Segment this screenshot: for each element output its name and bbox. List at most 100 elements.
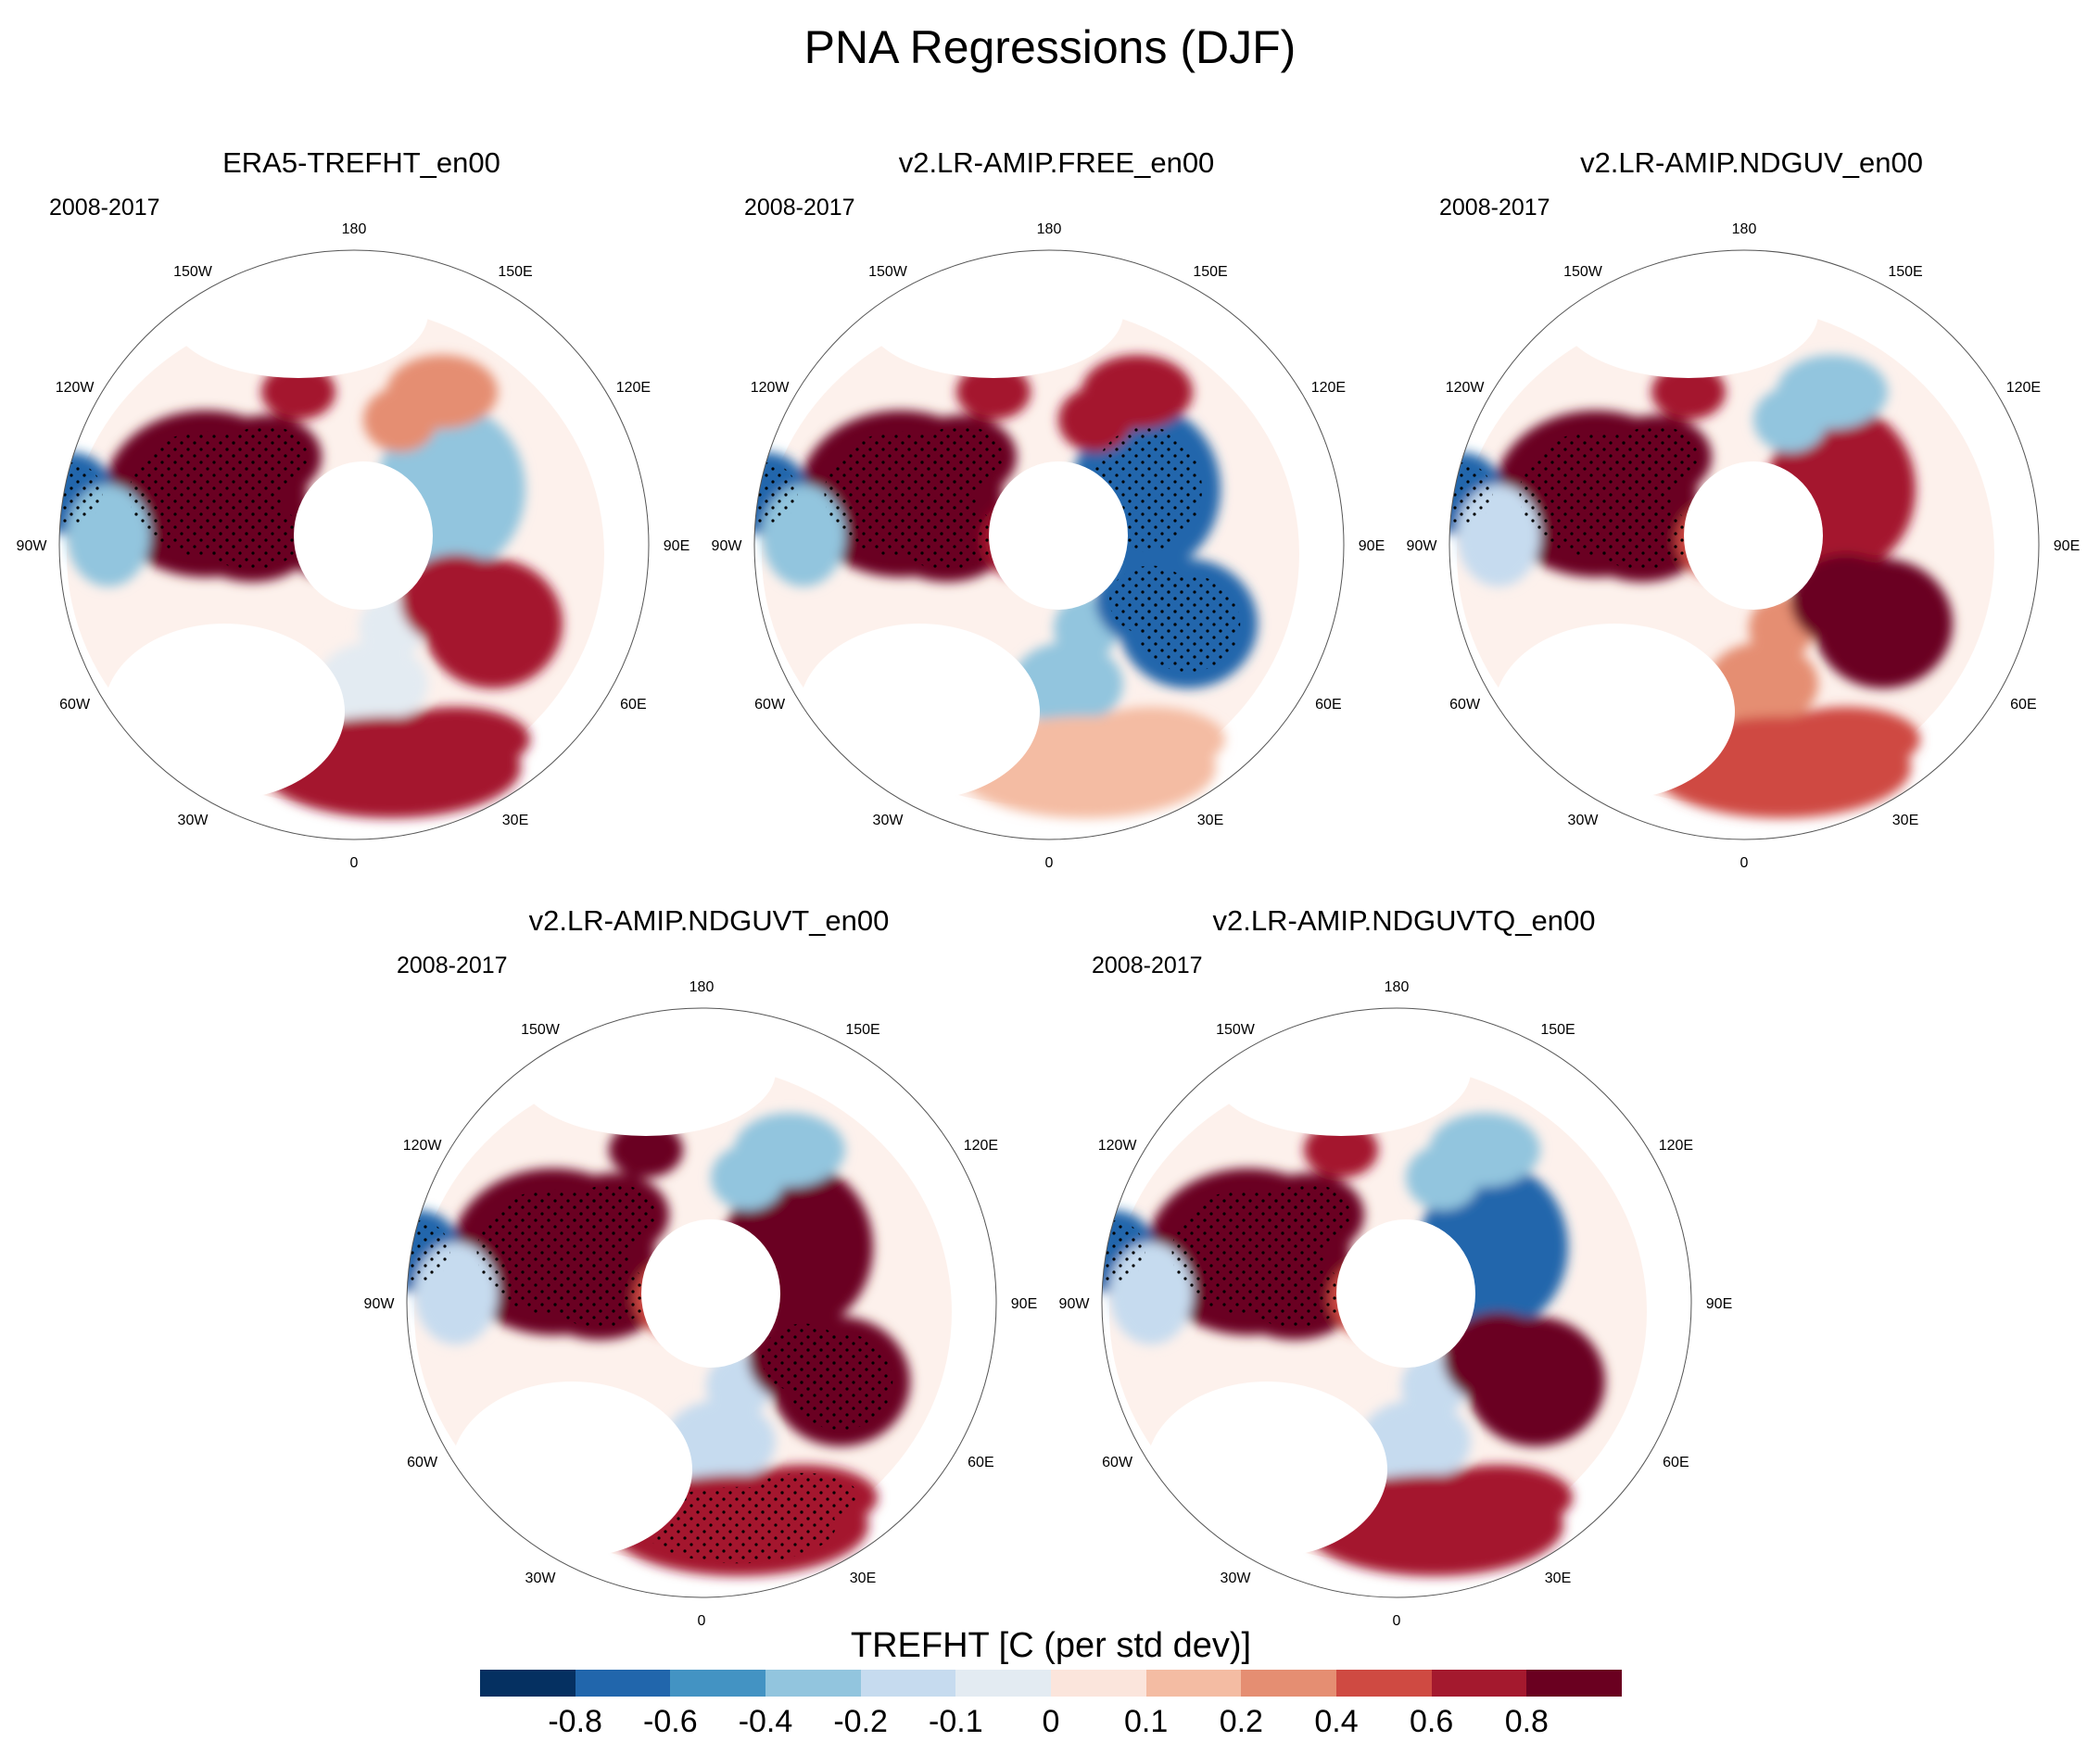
longitude-label: 180 — [1037, 221, 1062, 237]
anomaly-region — [1772, 707, 1920, 772]
longitude-label: 180 — [1385, 979, 1410, 995]
map-panel: v2.LR-AMIP.FREE_en00 2008-2017 180 150E 12… — [704, 146, 1409, 925]
longitude-label: 60E — [968, 1455, 993, 1470]
colorbar-box — [1526, 1670, 1623, 1697]
longitude-label: 120E — [1311, 380, 1346, 396]
anomaly-region — [609, 1122, 683, 1178]
arctic-ocean — [641, 1219, 780, 1368]
anomaly-region — [1790, 554, 1902, 647]
longitude-label: 150W — [521, 1022, 561, 1038]
pacific-ocean — [169, 250, 428, 378]
anomaly-region — [1424, 1465, 1573, 1530]
longitude-label: 0 — [698, 1613, 706, 1629]
longitude-label: 120W — [1446, 380, 1486, 396]
significance-stipple — [224, 425, 308, 488]
anomaly-region — [956, 364, 1031, 420]
longitude-label: 180 — [689, 979, 715, 995]
anomaly-region — [711, 1145, 785, 1210]
longitude-label: 60E — [1315, 697, 1341, 713]
polar-map: 180 150E 120E 90E 60E 30E 0 30W 60W 90W 120W 150W — [1407, 221, 2081, 871]
colorbar-tick-label: -0.6 — [643, 1704, 698, 1739]
longitude-label: 120W — [1098, 1138, 1138, 1154]
significance-stipple — [754, 462, 798, 525]
significance-stipple — [1449, 462, 1493, 525]
colorbar-tick-label: 0.6 — [1410, 1704, 1454, 1739]
longitude-label: 150E — [1888, 264, 1922, 280]
longitude-label: 90E — [664, 538, 689, 554]
significance-stipple — [1267, 1183, 1350, 1246]
colorbar-box — [765, 1670, 861, 1697]
map-panel: v2.LR-AMIP.NDGUVT_en00 2008-2017 180 150E… — [357, 904, 1061, 1683]
longitude-label: 60W — [407, 1455, 438, 1470]
colorbar-box — [575, 1670, 671, 1697]
longitude-label: 30W — [525, 1571, 557, 1586]
figure-title: PNA Regressions (DJF) — [803, 21, 1297, 73]
significance-stipple — [898, 500, 996, 571]
anomaly-region — [1651, 364, 1726, 420]
longitude-label: 90W — [712, 538, 743, 554]
pacific-ocean — [1211, 1008, 1471, 1136]
map-panel: ERA5-TREFHT_en00 2008-2017 180 150E 120E 90… — [9, 146, 714, 925]
longitude-label: 150E — [498, 264, 532, 280]
longitude-label: 60W — [754, 697, 786, 713]
anomaly-region — [1707, 642, 1818, 726]
longitude-label: 90E — [2054, 538, 2080, 554]
colorbar-tick-label: 0.8 — [1504, 1704, 1549, 1739]
anomaly-region — [1058, 387, 1132, 452]
longitude-label: 180 — [1732, 221, 1757, 237]
longitude-label: 120W — [403, 1138, 443, 1154]
period-label: 2008-2017 — [49, 195, 160, 221]
anomaly-region — [1360, 1400, 1471, 1483]
colorbar-boxes — [480, 1670, 1623, 1697]
anomaly-region — [261, 364, 335, 420]
polar-map: 180 150E 120E 90E 60E 30E 0 30W 60W 90W 120W 150W — [1059, 979, 1733, 1629]
significance-stipple — [203, 500, 301, 571]
colorbar: TREFHT [C (per std dev)] -0.8 -0.6 -0.4 -0.… — [480, 1626, 1623, 1754]
colorbar-title: TREFHT [C (per std dev)] — [850, 1626, 1252, 1665]
longitude-label: 0 — [1045, 855, 1054, 871]
atlantic-ocean — [104, 624, 345, 800]
longitude-label: 60E — [2010, 697, 2036, 713]
panel-title: ERA5-TREFHT_en00 — [222, 146, 500, 179]
longitude-label: 30E — [1197, 813, 1223, 828]
significance-stipple — [572, 1183, 655, 1246]
longitude-label: 180 — [342, 221, 367, 237]
colorbar-box — [955, 1670, 1052, 1697]
longitude-label: 120E — [1659, 1138, 1693, 1154]
anomaly-region — [317, 642, 428, 726]
significance-stipple — [748, 1472, 859, 1522]
longitude-label: 120W — [751, 380, 791, 396]
map-boundary — [1101, 1007, 1692, 1598]
map-panel: v2.LR-AMIP.NDGUVTQ_en00 2008-2017 180 150… — [1052, 904, 1756, 1683]
atlantic-ocean — [451, 1382, 692, 1558]
colorbar-tick-label: -0.8 — [548, 1704, 602, 1739]
colorbar-tick-label: -0.4 — [738, 1704, 793, 1739]
period-label: 2008-2017 — [1439, 195, 1550, 221]
longitude-label: 90W — [364, 1296, 396, 1312]
arctic-ocean — [989, 461, 1128, 610]
longitude-label: 150W — [1216, 1022, 1256, 1038]
period-label: 2008-2017 — [397, 953, 508, 978]
longitude-label: 30E — [1892, 813, 1918, 828]
significance-stipple — [1109, 565, 1193, 636]
longitude-label: 90E — [1706, 1296, 1732, 1312]
arctic-ocean — [1684, 461, 1823, 610]
panel-title: v2.LR-AMIP.NDGUVT_en00 — [528, 904, 890, 937]
longitude-label: 30W — [1568, 813, 1600, 828]
map-boundary — [58, 249, 650, 840]
significance-stipple — [762, 1323, 845, 1394]
longitude-label: 30W — [1221, 1571, 1252, 1586]
longitude-label: 150W — [1563, 264, 1603, 280]
colorbar-tick-label: 0.4 — [1314, 1704, 1359, 1739]
anomaly-region — [1304, 1122, 1378, 1178]
longitude-label: 150E — [1540, 1022, 1575, 1038]
longitude-label: 60E — [1663, 1455, 1689, 1470]
colorbar-tick-label: -0.2 — [833, 1704, 888, 1739]
significance-stipple — [919, 425, 1003, 488]
longitude-label: 90E — [1011, 1296, 1037, 1312]
longitude-label: 30E — [850, 1571, 876, 1586]
colorbar-box — [480, 1670, 576, 1697]
longitude-label: 0 — [1740, 855, 1749, 871]
longitude-label: 90W — [1059, 1296, 1091, 1312]
anomaly-region — [400, 554, 512, 647]
